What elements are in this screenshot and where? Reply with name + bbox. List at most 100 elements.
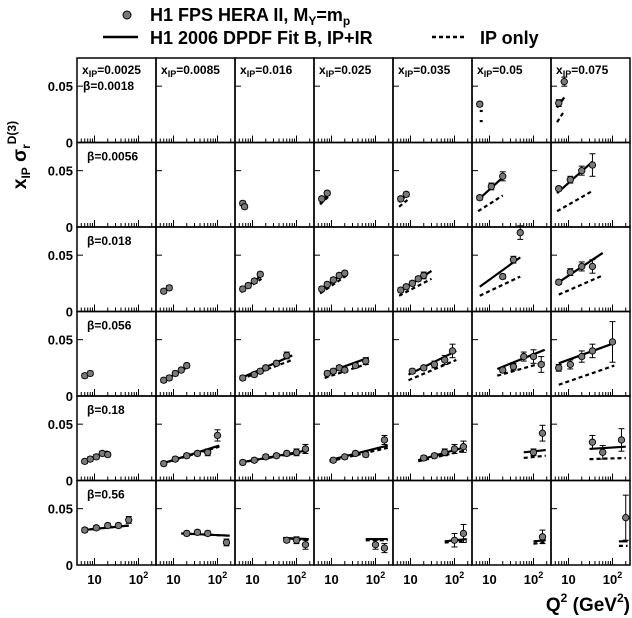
data-point (329, 367, 337, 375)
y-tick-label: 0.05 (48, 417, 73, 432)
fit-ip-only-line (240, 358, 293, 381)
panel-content (476, 100, 484, 123)
data-point (239, 458, 247, 467)
panel-content (555, 251, 604, 296)
fit-ip-only-line (319, 274, 348, 295)
data-point (171, 369, 179, 378)
data-point (160, 459, 168, 468)
panel-content (329, 434, 389, 464)
panel-content (533, 529, 547, 545)
data-point (81, 526, 89, 534)
data-point (459, 443, 468, 451)
fit-ip-ir-line (558, 342, 615, 365)
data-point (537, 360, 545, 369)
legend-item-data: H1 FPS HERA II, MY=mp (122, 5, 350, 28)
panel-frame (155, 395, 236, 482)
data-point (588, 347, 597, 355)
data-point (301, 541, 310, 549)
fit-ip-only-line (496, 361, 546, 377)
data-point (420, 454, 428, 462)
panel-frame (313, 141, 394, 228)
panel-content (496, 348, 546, 377)
data-point (240, 203, 249, 211)
y-tick-label: 0 (66, 136, 73, 151)
data-point (588, 262, 597, 271)
legend-label-fit: H1 2006 DPDF Fit B, IP+IR (150, 28, 373, 48)
data-point (239, 374, 247, 382)
panel-content (239, 351, 293, 382)
data-point (362, 450, 370, 459)
data-point (92, 453, 100, 461)
x-tick-label: 10 (166, 572, 180, 587)
data-point (250, 456, 258, 464)
panel-frame (313, 310, 394, 397)
data-point (448, 347, 457, 355)
fit-ip-only-line (398, 277, 433, 297)
column-label-xip: xIP=0.025 (319, 63, 372, 79)
data-point (476, 100, 484, 108)
data-point (193, 528, 202, 536)
data-point (86, 369, 94, 378)
panel-frame (234, 395, 315, 482)
data-point (204, 529, 212, 538)
data-point (450, 536, 459, 544)
panel-content (476, 171, 507, 213)
data-point (362, 357, 370, 365)
legend-item-fit: H1 2006 DPDF Fit B, IP+IR (103, 28, 373, 48)
data-point (599, 448, 607, 456)
data-point (408, 279, 416, 287)
data-point (441, 356, 449, 364)
data-point (183, 529, 191, 538)
data-point (588, 161, 597, 169)
x-tick-label: 102 (524, 570, 543, 587)
data-point (183, 452, 191, 460)
panel-frame (155, 479, 236, 566)
panel-frame (155, 310, 236, 397)
fit-ip-only-line (589, 456, 626, 461)
fit-ip-only-line (477, 194, 504, 213)
panel-content (239, 443, 310, 467)
panel-frame (392, 395, 473, 482)
data-point (318, 285, 326, 293)
data-point (397, 195, 405, 203)
x-tick-label: 102 (603, 570, 622, 587)
data-point (114, 521, 123, 530)
data-point (204, 448, 212, 456)
x-axis-label: Q2 (GeV2) (546, 591, 630, 616)
column-label-xip: xIP=0.0085 (161, 63, 220, 79)
data-point (213, 431, 222, 440)
fit-ip-ir-line (496, 348, 546, 370)
data-point (351, 361, 360, 370)
panel-frame (392, 141, 473, 228)
panel-frame (471, 141, 552, 228)
panel-content (479, 225, 524, 297)
y-tick-label: 0 (66, 305, 73, 320)
data-point (578, 167, 586, 175)
fit-ip-ir-line (533, 539, 546, 543)
data-point (555, 185, 563, 193)
row-label-beta: β=0.56 (87, 488, 125, 502)
panel-frame (234, 226, 315, 313)
data-point (578, 352, 586, 361)
data-point (499, 172, 507, 180)
data-point (262, 453, 270, 461)
legend-label-data: H1 FPS HERA II, MY=mp (150, 5, 350, 28)
panel-content (417, 440, 468, 463)
panel-content (81, 516, 133, 534)
data-point (341, 269, 349, 277)
data-point (104, 521, 112, 530)
y-tick-label: 0.05 (48, 502, 73, 517)
column-label-xip: xIP=0.075 (556, 63, 609, 79)
data-point (371, 541, 380, 549)
panel-frame (313, 395, 394, 482)
data-point (92, 524, 100, 532)
data-point (250, 370, 258, 379)
y-tick-label: 0.05 (48, 79, 73, 94)
data-point (86, 455, 94, 463)
data-point (538, 429, 547, 437)
panel-content (323, 356, 370, 380)
panel-frame (313, 479, 394, 566)
panel-content (239, 199, 249, 211)
panel-grid: 0 0.05 β=0.0018 0 0.05 β=0.0056 0 0.05 β=0.018 0 0… (48, 57, 631, 587)
